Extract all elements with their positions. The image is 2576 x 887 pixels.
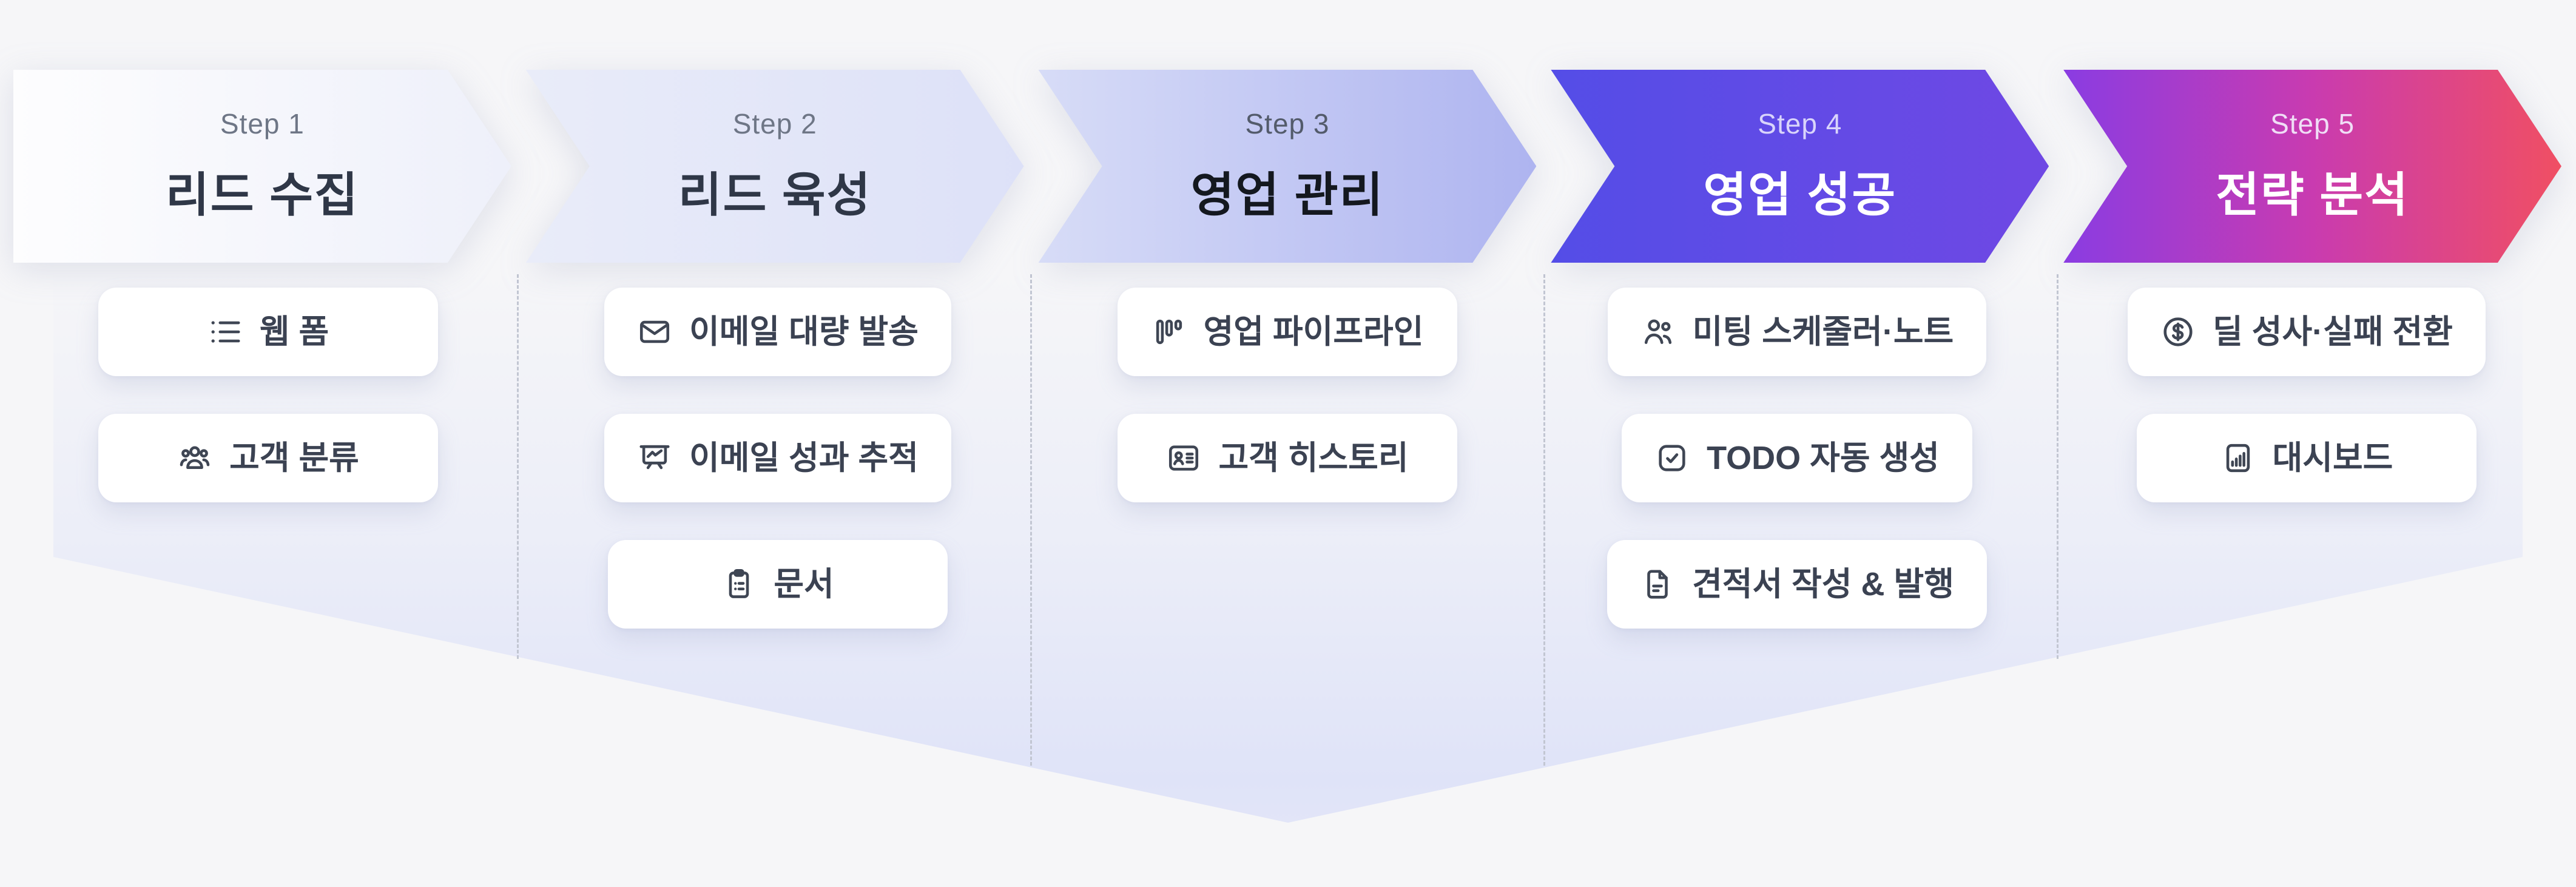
step-title: 영업 성공 xyxy=(1703,168,1897,221)
step-title: 리드 수집 xyxy=(166,168,359,221)
chevron-band: Step 1 리드 수집 Step 2 리드 육성 Step 3 영업 관리 Step 4 영… xyxy=(13,70,2561,263)
check-square-icon xyxy=(1654,440,1690,476)
step-label: Step 1 xyxy=(220,108,305,140)
feature-pill: 이메일 대량 발송 xyxy=(604,288,951,376)
feature-label: 웹 폼 xyxy=(259,314,329,350)
step-label: Step 5 xyxy=(2270,108,2355,140)
feature-label: 이메일 성과 추적 xyxy=(689,440,919,476)
bar-chart-icon xyxy=(2220,440,2256,476)
step-title: 리드 육성 xyxy=(678,168,872,221)
step-title: 전략 분석 xyxy=(2216,168,2409,221)
step-3-chevron: Step 3 영업 관리 xyxy=(1039,70,1537,263)
feature-columns: 웹 폼 고객 분류 이메일 대량 발송 이메일 성과 추적 문서 영업 파이프라인 고객 히… xyxy=(13,288,2561,629)
feature-label: 고객 히스토리 xyxy=(1218,440,1409,476)
column-divider xyxy=(2057,274,2058,659)
feature-label: 대시보드 xyxy=(2272,440,2393,476)
step-label: Step 4 xyxy=(1758,108,1843,140)
feature-pill: 고객 히스토리 xyxy=(1118,414,1457,502)
kanban-icon xyxy=(1151,314,1187,349)
step-title: 영업 관리 xyxy=(1190,168,1384,221)
feature-pill: 이메일 성과 추적 xyxy=(604,414,951,502)
feature-label: 고객 분류 xyxy=(229,440,359,476)
list-icon xyxy=(207,314,243,349)
column-divider xyxy=(1030,274,1032,766)
step-3-chevron-wrap: Step 3 영업 관리 xyxy=(1039,70,1537,263)
feature-pill: 고객 분류 xyxy=(98,414,438,502)
feature-pill: 대시보드 xyxy=(2137,414,2477,502)
clipboard-list-icon xyxy=(721,567,757,602)
feature-label: 문서 xyxy=(774,566,834,602)
step-4-chevron-wrap: Step 4 영업 성공 xyxy=(1551,70,2049,263)
step-1-chevron-wrap: Step 1 리드 수집 xyxy=(13,70,511,263)
feature-pill: 견적서 작성 & 발행 xyxy=(1607,540,1987,629)
users-group-icon xyxy=(177,440,212,476)
step-label: Step 3 xyxy=(1245,108,1330,140)
feature-label: 영업 파이프라인 xyxy=(1203,314,1424,350)
dollar-circle-icon xyxy=(2160,314,2196,349)
feature-pill: 영업 파이프라인 xyxy=(1118,288,1457,376)
column-divider xyxy=(1543,274,1545,766)
step-1-chevron: Step 1 리드 수집 xyxy=(13,70,511,263)
feature-label: 이메일 대량 발송 xyxy=(689,314,919,350)
feature-label: 딜 성사·실패 전환 xyxy=(2213,314,2453,350)
feature-label: TODO 자동 생성 xyxy=(1707,440,1940,476)
step-label: Step 2 xyxy=(732,108,817,140)
feature-label: 견적서 작성 & 발행 xyxy=(1692,566,1954,602)
step-5-chevron-wrap: Step 5 전략 분석 xyxy=(2063,70,2561,263)
step-2-chevron: Step 2 리드 육성 xyxy=(526,70,1024,263)
feature-pill: 미팅 스케줄러·노트 xyxy=(1607,288,1987,376)
contact-card-icon xyxy=(1166,440,1201,476)
presentation-chart-icon xyxy=(637,440,672,476)
feature-pill: TODO 자동 생성 xyxy=(1622,414,1972,502)
step-4-chevron: Step 4 영업 성공 xyxy=(1551,70,2049,263)
users-icon xyxy=(1640,314,1676,349)
mail-icon xyxy=(637,314,672,349)
file-text-icon xyxy=(1640,567,1675,602)
column-divider xyxy=(517,274,519,659)
step-5-chevron: Step 5 전략 분석 xyxy=(2063,70,2561,263)
feature-pill: 딜 성사·실패 전환 xyxy=(2128,288,2486,376)
feature-pill: 문서 xyxy=(608,540,948,629)
feature-pill: 웹 폼 xyxy=(98,288,438,376)
step-2-chevron-wrap: Step 2 리드 육성 xyxy=(526,70,1024,263)
feature-label: 미팅 스케줄러·노트 xyxy=(1692,314,1954,350)
